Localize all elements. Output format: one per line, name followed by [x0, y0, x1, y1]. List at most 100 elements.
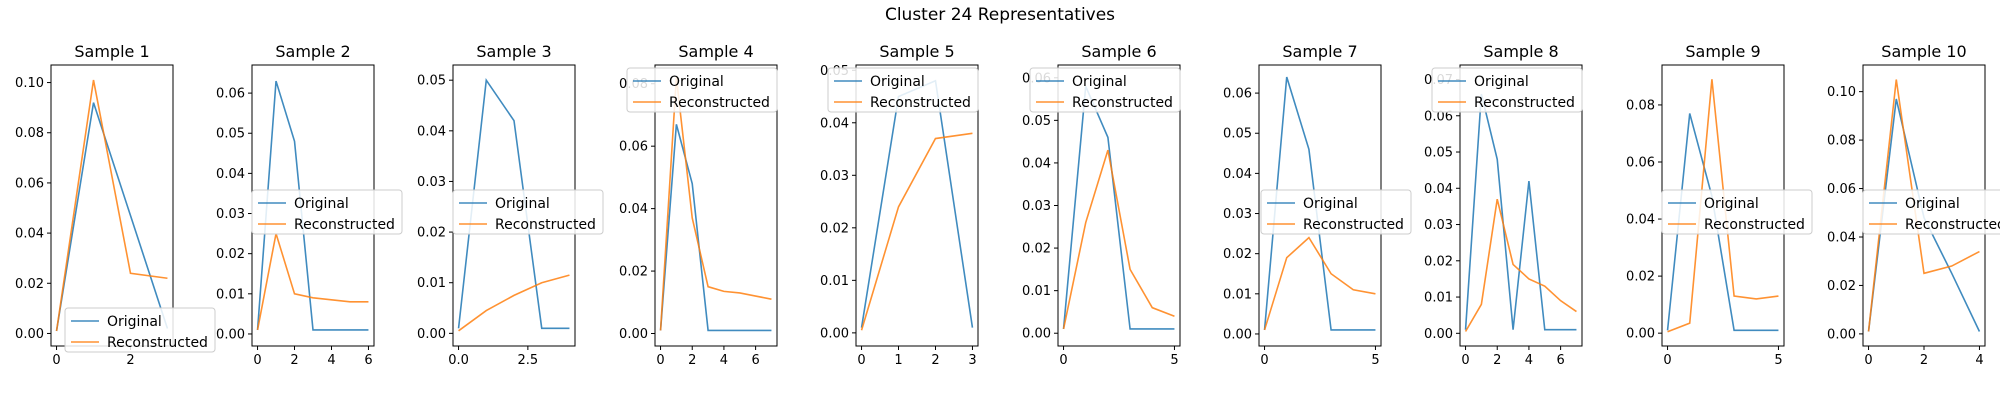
legend-label-reconstructed: Reconstructed [1704, 217, 1805, 233]
y-tick-label: 0.04 [15, 227, 44, 242]
x-tick-label: 0 [1461, 353, 1469, 368]
y-tick-label: 0.03 [417, 175, 446, 190]
x-tick-label: 5 [1371, 353, 1379, 368]
legend-label-original: Original [1072, 74, 1127, 90]
x-tick-label: 0 [1059, 353, 1067, 368]
subplot-grid: Sample 10.000.020.040.060.080.100 2Origin… [15, 42, 2000, 368]
x-tick-label: 3 [968, 353, 976, 368]
y-tick-label: 0.01 [1223, 287, 1252, 302]
x-tick-label: 0 [656, 353, 664, 368]
x-tick-label: 6 [364, 353, 372, 368]
y-tick-label: 0.06 [1424, 109, 1453, 124]
y-tick-label: 0.06 [1626, 155, 1655, 170]
y-tick-label: 0.00 [1424, 327, 1453, 342]
x-tick-label: 5 [1170, 353, 1178, 368]
x-tick-label: 0 [857, 353, 865, 368]
y-tick-label: 0.04 [417, 124, 446, 139]
legend: Original Reconstructed [827, 67, 979, 113]
plot-frame [1459, 64, 1583, 347]
y-tick-label: 0.05 [1022, 114, 1051, 129]
series-line-original [55, 102, 169, 332]
y-tick-label: 0.05 [1424, 146, 1453, 161]
y-tick-label: 0.02 [1827, 279, 1856, 294]
legend-label-original: Original [1474, 74, 1529, 90]
y-tick-label: 0.02 [417, 226, 446, 241]
legend: Original Reconstructed [452, 189, 604, 235]
x-tick-label: 2 [1493, 353, 1501, 368]
subplot-title: Sample 2 [275, 42, 350, 61]
y-tick-label: 0.03 [1022, 199, 1051, 214]
subplot-sample-1: Sample 10.000.020.040.060.080.100 2Origin… [15, 42, 216, 368]
legend: Original Reconstructed [64, 307, 216, 353]
figure-title: Cluster 24 Representatives [885, 5, 1115, 25]
y-tick-label: 0.02 [1223, 247, 1252, 262]
y-tick-label: 0.00 [1827, 327, 1856, 342]
legend-label-original: Original [495, 196, 550, 212]
y-tick-label: 0.06 [216, 87, 245, 102]
y-tick-label: 0.04 [1626, 213, 1655, 228]
x-tick-label: 0 [1663, 353, 1671, 368]
subplot-title: Sample 9 [1685, 42, 1760, 61]
x-tick-label: 4 [1975, 353, 1983, 368]
subplot-sample-7: Sample 7 0.00 0.01 0.02 0.03 0.04 0.05 0.06 0 5 Or… [1223, 42, 1412, 368]
series-line-reconstructed [1464, 198, 1577, 332]
legend-label-original: Original [1905, 196, 1960, 212]
y-tick-label: 0.01 [1022, 284, 1051, 299]
x-tick-label: 2 [688, 353, 696, 368]
legend-label-reconstructed: Reconstructed [107, 335, 208, 351]
y-tick-label: 0.08 [15, 126, 44, 141]
subplot-sample-8: Sample 80.000.010.020.030.040.050.060.07… [1424, 42, 1583, 368]
y-tick-label: 0.06 [15, 176, 44, 191]
legend-box [1029, 67, 1181, 113]
x-tick-label: 6 [1556, 353, 1564, 368]
subplot-sample-2: Sample 2 0.00 0.01 0.02 0.03 0.04 0.05 0.06 0 2 4 6… [216, 42, 403, 368]
y-tick-label: 0.10 [1827, 85, 1856, 100]
x-tick-label: 4 [720, 353, 728, 368]
legend: Original Reconstructed [1661, 189, 1813, 235]
legend-label-reconstructed: Reconstructed [870, 95, 971, 111]
legend: Original Reconstructed [626, 67, 778, 113]
x-tick-label: 2.5 [518, 353, 539, 368]
series-line-reconstructed [458, 274, 570, 332]
x-tick-label: 0 [52, 353, 60, 368]
x-tick-label: 1 [894, 353, 902, 368]
y-tick-label: 0.00 [820, 326, 849, 341]
legend-label-original: Original [107, 314, 162, 330]
legend-box [1661, 189, 1813, 235]
series-line-original [659, 124, 772, 332]
x-tick-label: 2 [1920, 353, 1928, 368]
legend-label-original: Original [1303, 196, 1358, 212]
y-tick-label: 0.02 [1022, 242, 1051, 257]
y-tick-label: 0.04 [216, 167, 245, 182]
x-tick-label: 4 [327, 353, 335, 368]
y-tick-label: 0.02 [619, 265, 648, 280]
legend-box [1862, 189, 2000, 235]
series-line-reconstructed [1667, 79, 1779, 333]
legend-label-original: Original [294, 196, 349, 212]
x-tick-label: 2 [126, 353, 134, 368]
subplot-title: Sample 5 [879, 42, 954, 61]
series-line-reconstructed [1263, 236, 1376, 331]
subplot-title: Sample 7 [1282, 42, 1357, 61]
subplot-title: Sample 10 [1881, 42, 1966, 61]
legend-label-original: Original [870, 74, 925, 90]
y-tick-label: 0.03 [216, 207, 245, 222]
legend-box [452, 189, 604, 235]
series-line-original [457, 77, 570, 330]
x-tick-label: 2 [931, 353, 939, 368]
y-tick-label: 0.02 [820, 221, 849, 236]
y-tick-label: 0.04 [1022, 156, 1051, 171]
series-line-reconstructed [1867, 79, 1980, 332]
legend-label-reconstructed: Reconstructed [1474, 95, 1575, 111]
legend: Original Reconstructed [1431, 67, 1583, 113]
subplot-sample-4: Sample 40.000.020.040.060.080246Original… [619, 42, 778, 368]
x-tick-label: 0 [1260, 353, 1268, 368]
legend-box [1431, 67, 1583, 113]
legend-label-reconstructed: Reconstructed [1905, 217, 2000, 233]
y-tick-label: 0.00 [1223, 327, 1252, 342]
legend-label-reconstructed: Reconstructed [1072, 95, 1173, 111]
y-tick-label: 0.05 [417, 74, 446, 89]
legend-box [827, 67, 979, 113]
y-tick-label: 0.08 [1827, 134, 1856, 149]
legend-label-reconstructed: Reconstructed [669, 95, 770, 111]
